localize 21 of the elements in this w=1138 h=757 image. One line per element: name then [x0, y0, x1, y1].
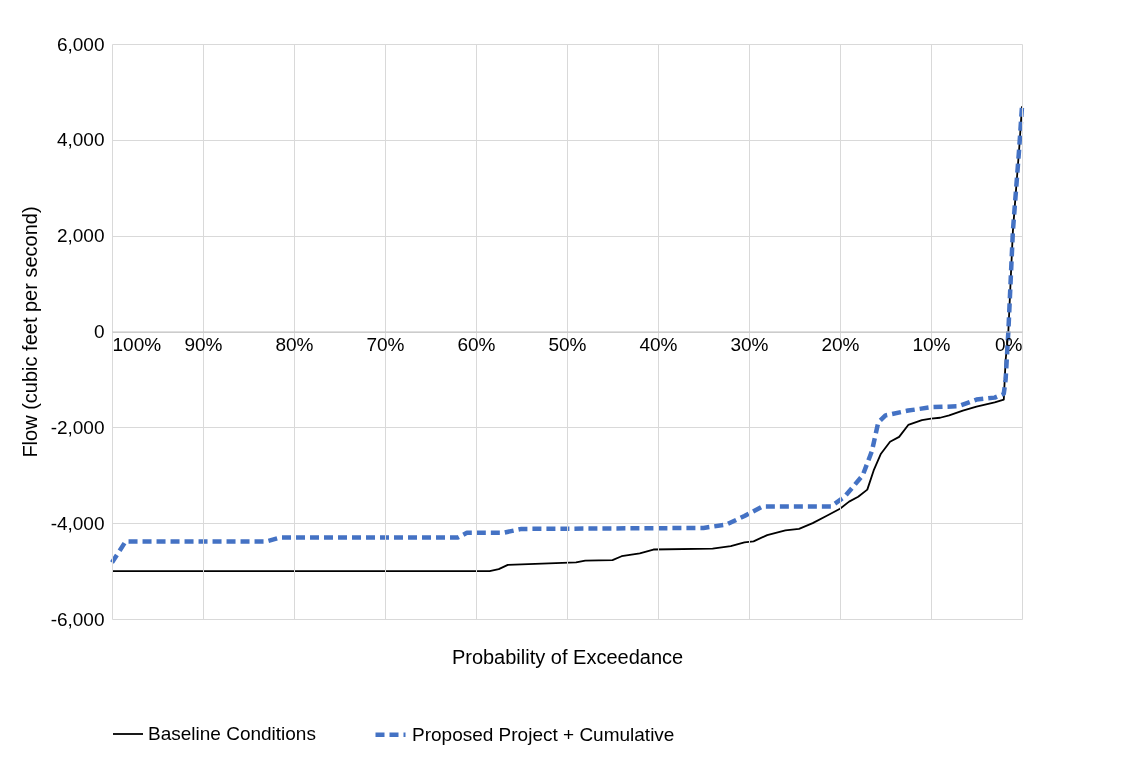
y-tick-label: 6,000 — [56, 33, 105, 55]
y-tick-label: -6,000 — [50, 608, 105, 630]
y-tick-label: -4,000 — [50, 512, 105, 534]
x-tick-label: 80% — [275, 334, 314, 355]
x-tick-label: 40% — [639, 334, 678, 355]
x-tick-label: 10% — [912, 334, 951, 355]
x-tick-label: 70% — [366, 334, 405, 355]
x-tick-label: 90% — [184, 334, 223, 355]
y-tick-label: 2,000 — [56, 225, 105, 247]
y-tick-label: -2,000 — [50, 416, 105, 438]
y-tick-label: 0 — [93, 321, 105, 342]
x-tick-label: 50% — [548, 334, 587, 355]
x-axis-title: Probability of Exceedance — [451, 645, 684, 668]
x-tick-label: 30% — [730, 334, 769, 355]
legend-label: Proposed Project + Cumulative — [412, 723, 675, 745]
y-tick-label: 4,000 — [56, 129, 105, 151]
y-axis-title: Flow (cubic feet per second) — [18, 206, 41, 458]
x-tick-label: 60% — [457, 334, 496, 355]
x-tick-label: 20% — [821, 334, 860, 355]
x-tick-label: 100% — [112, 334, 162, 355]
legend-label: Baseline Conditions — [148, 723, 316, 744]
